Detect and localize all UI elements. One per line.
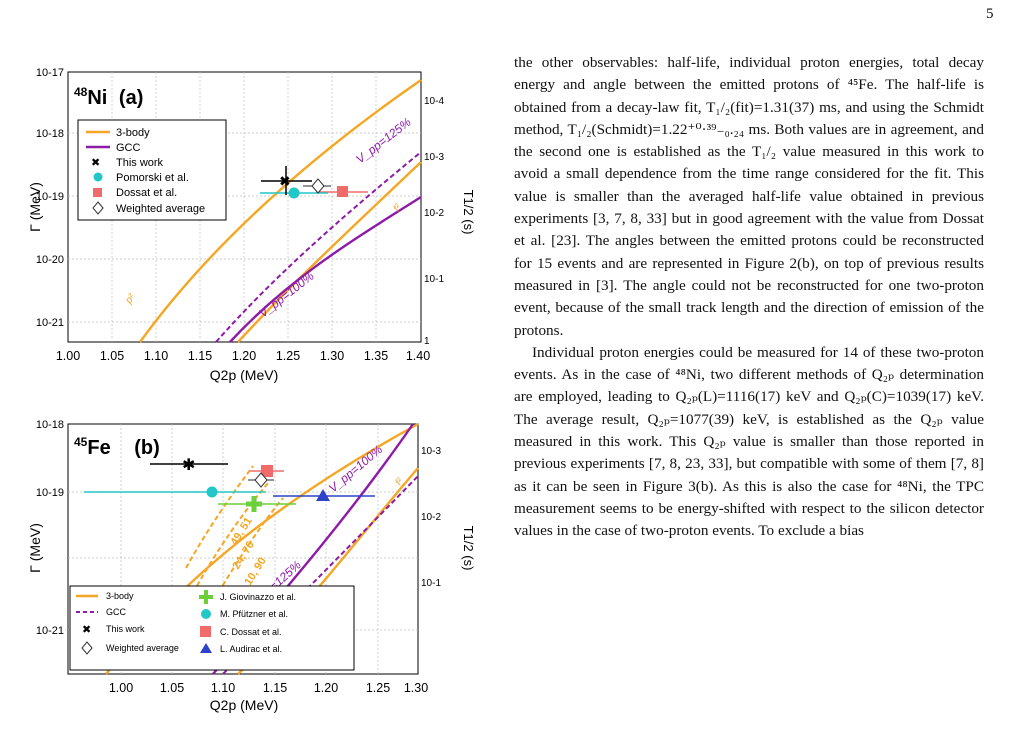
point-dossat — [316, 186, 368, 197]
body-text-column: the other observables: half-life, indivi… — [514, 52, 984, 543]
x-tick: 1.30 — [320, 349, 344, 363]
3body-curve-p2 — [139, 79, 422, 343]
y-axis-label-b: Γ (MeV) — [28, 523, 43, 573]
point-audirac — [273, 489, 375, 501]
legend-b-item: C. Dossat et al. — [220, 627, 282, 637]
svg-text:✖: ✖ — [91, 157, 100, 169]
y-tick: 10-19 — [36, 191, 64, 203]
y-tick: 10-19 — [36, 487, 64, 499]
curve-label-vpp100: V_pp=100% — [256, 269, 317, 321]
legend-a-item: Pomorski et al. — [116, 172, 189, 184]
figure-45fe: p² f² V_pp=100% V_pp=125% 49, 51 24, 76 … — [28, 419, 476, 713]
x-tick: 1.40 — [406, 349, 430, 363]
figure-48ni: p² f² V_pp=100% V_pp=125% ✖ 48Ni (a) ✖ 3… — [28, 67, 476, 383]
curve-24-76 — [192, 482, 269, 594]
svg-text:✱: ✱ — [182, 457, 195, 474]
legend-a-item: GCC — [116, 142, 141, 154]
svg-text:✖: ✖ — [279, 173, 291, 189]
panel-label-b: (b) — [134, 437, 160, 459]
nucleus-mass-b: 45 — [74, 435, 88, 449]
svg-text:48Ni (a): 48Ni (a) — [74, 85, 143, 109]
curve-label-f2: f² — [391, 202, 404, 214]
legend-a: ✖ 3-body GCC This work Pomorski et al. D… — [77, 119, 227, 221]
x-tick: 1.00 — [109, 681, 133, 695]
nucleus-symbol-a: Ni — [87, 87, 107, 109]
point-weighted-average — [303, 178, 331, 194]
legend-b-item: Weighted average — [106, 643, 179, 653]
legend-b-item: J. Giovinazzo et al. — [220, 592, 296, 602]
y-tick: 10-17 — [36, 67, 64, 79]
curve-49-51 — [185, 465, 254, 569]
curve-label-p2: p² — [123, 292, 138, 307]
r-tick: 10-2 — [421, 512, 441, 523]
r-tick: 10-1 — [421, 578, 441, 589]
nucleus-symbol-b: Fe — [87, 437, 110, 459]
x-tick: 1.20 — [232, 349, 256, 363]
legend-b-item: L. Audirac et al. — [220, 644, 282, 654]
point-weighted-average — [248, 472, 274, 488]
legend-b-item: This work — [106, 624, 145, 634]
y-tick: 10-21 — [36, 317, 64, 329]
y-tick: 10-21 — [36, 625, 64, 637]
x-tick: 1.00 — [56, 349, 80, 363]
legend-a-item: This work — [116, 157, 164, 169]
x-tick: 1.15 — [263, 681, 287, 695]
page-number: 5 — [986, 6, 994, 22]
y-axis-label-a: Γ (MeV) — [28, 182, 43, 232]
x-axis-label-a: Q2p (MeV) — [210, 367, 278, 383]
legend-b: ✖ 3-body GCC This work Weighted average … — [69, 585, 355, 671]
y-tick: 10-18 — [36, 128, 64, 140]
r-tick: 10-3 — [424, 152, 444, 163]
panel-label-a: (a) — [119, 87, 143, 109]
x-tick: 1.25 — [276, 349, 300, 363]
legend-a-item: Dossat et al. — [116, 187, 177, 199]
nucleus-mass-a: 48 — [74, 85, 88, 99]
x-tick: 1.05 — [160, 681, 184, 695]
svg-text:✖: ✖ — [82, 624, 91, 636]
r-tick: 10-4 — [424, 96, 444, 107]
gcc-curve-125 — [215, 151, 422, 343]
point-this-work: ✱ — [150, 457, 228, 474]
point-pfutzner — [84, 486, 266, 498]
right-axis-label-a: T1/2 (s) — [461, 190, 476, 235]
legend-a-item: 3-body — [116, 127, 150, 139]
svg-text:45Fe (b): 45Fe (b) — [74, 435, 160, 459]
r-tick: 10-3 — [421, 446, 441, 457]
r-tick: 1 — [424, 336, 430, 347]
legend-b-item: 3-body — [106, 591, 134, 601]
curve-label-vpp100: V_pp=100% — [326, 442, 386, 495]
legend-b-item: M. Pfützner et al. — [220, 609, 288, 619]
legend-a-item: Weighted average — [116, 203, 205, 215]
x-tick: 1.20 — [314, 681, 338, 695]
x-tick: 1.10 — [144, 349, 168, 363]
3body-curve-f2 — [237, 161, 422, 343]
x-tick: 1.30 — [404, 681, 428, 695]
point-this-work: ✖ — [261, 166, 312, 195]
point-dossat — [250, 465, 284, 477]
y-tick: 10-20 — [36, 254, 64, 266]
r-tick: 10-2 — [424, 208, 444, 219]
y-tick: 10-18 — [36, 419, 64, 431]
point-pomorski — [260, 187, 328, 199]
x-axis-label-b: Q2p (MeV) — [210, 697, 278, 713]
gcc-curve-100 — [229, 195, 422, 343]
x-tick: 1.05 — [100, 349, 124, 363]
x-tick: 1.15 — [188, 349, 212, 363]
paragraph-2: Individual proton energies could be meas… — [514, 343, 984, 540]
curve-label-f2: f² — [393, 476, 406, 488]
paragraph-1: the other observables: half-life, indivi… — [514, 54, 984, 339]
legend-b-item: GCC — [106, 607, 127, 617]
x-tick: 1.25 — [366, 681, 390, 695]
point-giovinazzo — [218, 496, 296, 512]
x-tick: 1.35 — [364, 349, 388, 363]
x-tick: 1.10 — [211, 681, 235, 695]
right-axis-label-b: T1/2 (s) — [461, 526, 476, 571]
r-tick: 10-1 — [424, 274, 444, 285]
